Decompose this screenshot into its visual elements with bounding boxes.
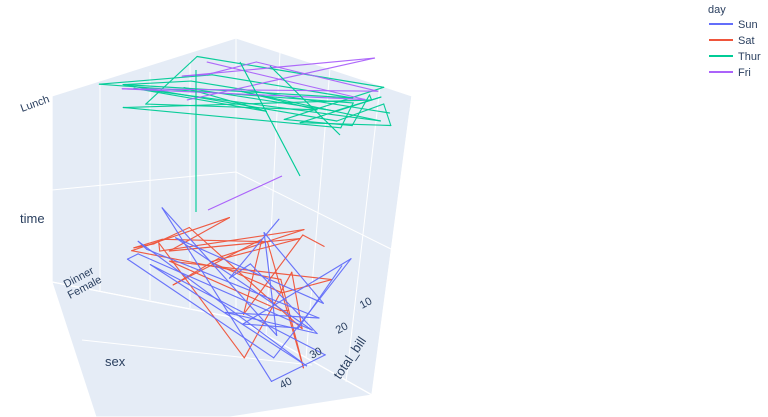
series-segment-sun — [137, 253, 313, 331]
legend-item-thur[interactable]: Thur — [709, 51, 761, 63]
series-segment-sun — [146, 248, 320, 319]
series-segment-thur — [145, 103, 318, 111]
scene — [51, 37, 413, 417]
series-segment-sat — [169, 260, 282, 312]
series-segment-sun — [228, 218, 280, 279]
series-segment-thur — [340, 102, 354, 129]
series-connector — [207, 175, 283, 211]
series-segment-thur — [123, 84, 354, 99]
legend-title: day — [708, 4, 726, 16]
series-segment-sun — [126, 258, 275, 359]
series-segment-sun — [137, 240, 308, 367]
series-segment-sun — [273, 258, 352, 359]
gridline — [345, 85, 381, 383]
series-segment-sun — [225, 311, 320, 319]
z-axis-title: time — [20, 211, 45, 226]
legend-label-sun: Sun — [738, 19, 758, 31]
series-segment-fri — [181, 57, 376, 77]
series-segment-thur — [211, 74, 354, 99]
x-tick-30: 30 — [308, 345, 324, 361]
series-segment-sun — [161, 207, 273, 382]
series-segment-sun — [175, 237, 313, 331]
series-segment-sat — [133, 238, 163, 249]
series-segment-sun — [175, 237, 324, 304]
series-thur[interactable] — [98, 55, 392, 129]
y-axis-title: sex — [105, 354, 126, 369]
series-segment-sat — [169, 260, 333, 281]
series-segment-sat — [188, 226, 303, 330]
legend-item-sat[interactable]: Sat — [709, 35, 755, 47]
z-tick-lunch: Lunch — [19, 93, 51, 115]
series-connector — [269, 65, 341, 136]
series-segment-sun — [263, 232, 324, 304]
series-segment-thur — [283, 86, 385, 120]
series-segment-thur — [336, 103, 385, 122]
legend: day Sun Sat Thur Fri — [708, 4, 761, 79]
series-segment-sun — [225, 311, 318, 335]
series-segment-sat — [302, 234, 325, 247]
x-tick-10: 10 — [358, 295, 374, 311]
series-segment-fri — [121, 88, 379, 92]
series-fri[interactable] — [121, 57, 379, 101]
series-segment-sun — [249, 263, 318, 335]
series-sun[interactable] — [126, 207, 352, 382]
series-segment-thur — [283, 118, 353, 127]
series-segment-sat — [280, 278, 304, 369]
gridline — [81, 339, 313, 366]
series-segment-sun — [137, 240, 148, 250]
series-segment-sun — [126, 253, 139, 260]
series-segment-thur — [122, 106, 342, 129]
series-segment-sat — [158, 242, 161, 252]
series-segment-thur — [122, 80, 192, 86]
series-segment-sun — [149, 264, 308, 367]
series-connector — [239, 61, 301, 177]
legend-label-fri: Fri — [738, 67, 751, 79]
series-segment-sun — [270, 354, 326, 382]
series-segment-thur — [145, 55, 198, 105]
series-segment-fri — [186, 57, 376, 101]
axis-edge — [371, 95, 413, 396]
series-segment-thur — [299, 122, 392, 127]
series-segment-thur — [383, 103, 392, 127]
series-segment-fri — [121, 88, 366, 101]
series-segment-sun — [149, 264, 326, 356]
legend-item-sun[interactable]: Sun — [709, 19, 758, 31]
legend-item-fri[interactable]: Fri — [709, 67, 751, 79]
series-segment-thur — [334, 96, 382, 112]
series-segment-sat — [172, 238, 263, 286]
gridline — [51, 171, 237, 191]
series-segment-thur — [190, 80, 391, 114]
series-segment-sat — [168, 217, 230, 252]
series-segment-thur — [196, 55, 385, 88]
series-segment-sat — [291, 271, 303, 330]
series-segment-sat — [131, 217, 230, 252]
series-segment-sun — [228, 263, 251, 279]
series-segment-thur — [133, 87, 381, 122]
series-segment-sat — [221, 229, 305, 257]
series-segment-thur — [98, 74, 213, 85]
series-segment-thur — [368, 94, 373, 101]
series-segment-sat — [209, 238, 301, 263]
x-tick-20: 20 — [334, 320, 350, 336]
legend-label-thur: Thur — [738, 51, 761, 63]
x-tick-40: 40 — [278, 375, 294, 391]
series-segment-sat — [281, 279, 333, 294]
series-segment-sat — [243, 234, 304, 315]
legend-label-sat: Sat — [738, 35, 755, 47]
